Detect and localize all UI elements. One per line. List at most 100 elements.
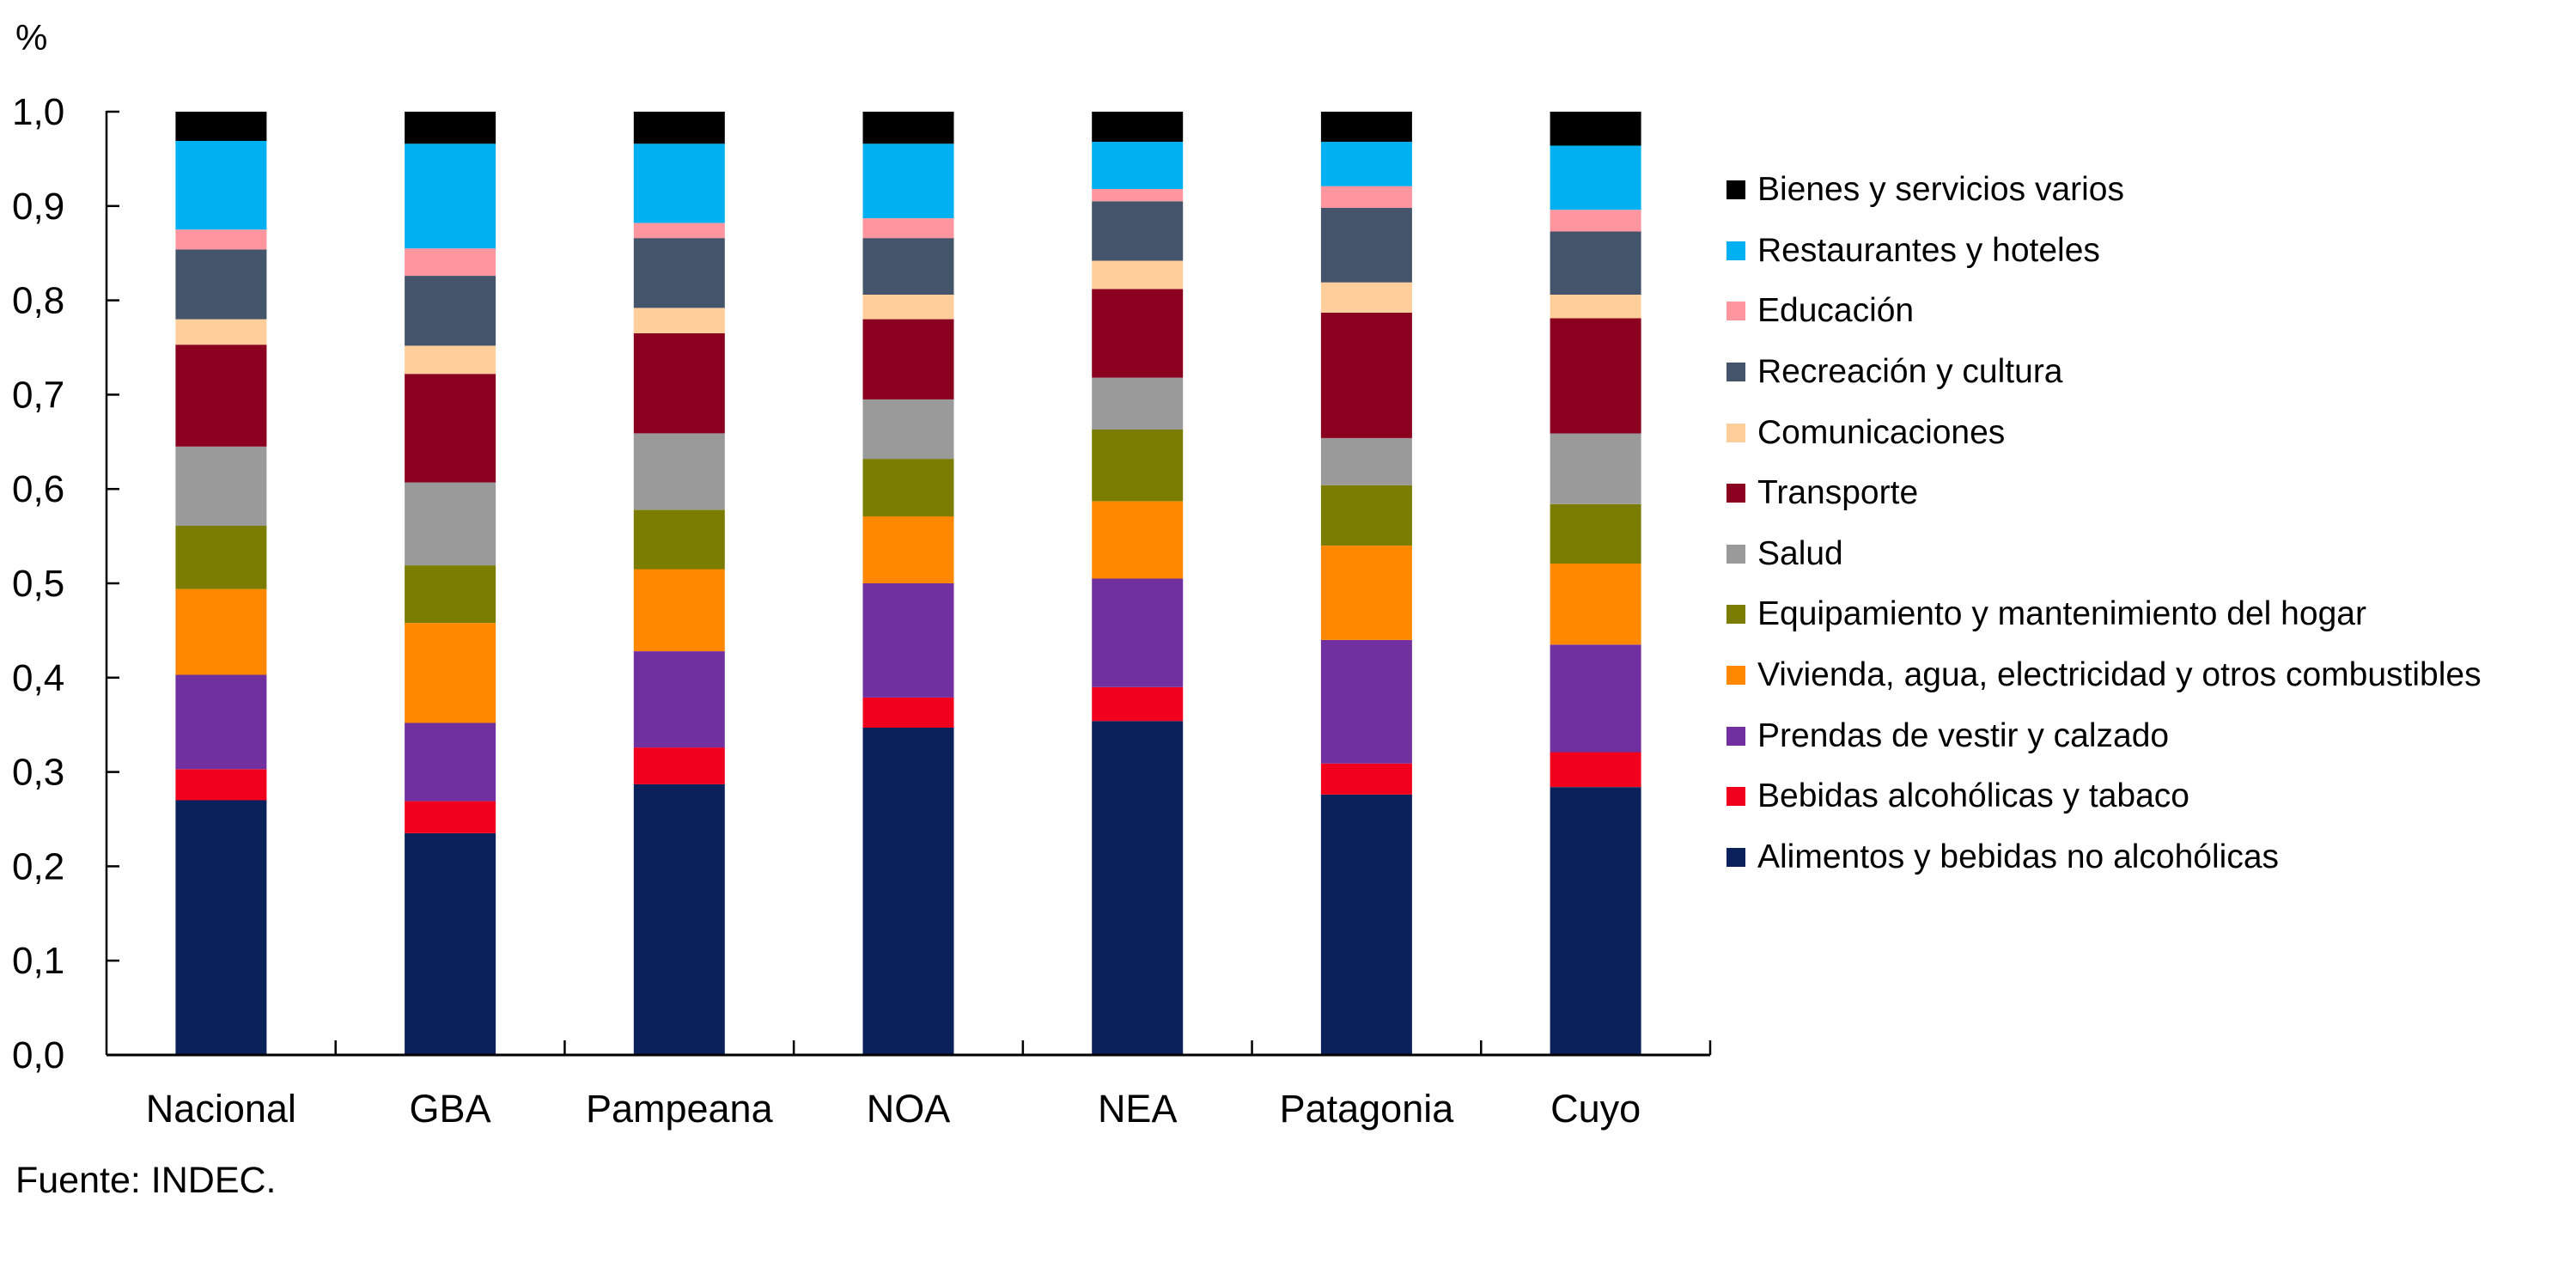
legend-item: Recreación y cultura [1726, 342, 2482, 403]
bar-segment [1320, 312, 1412, 438]
legend-swatch-icon [1726, 544, 1745, 564]
bar-segment [862, 583, 954, 698]
bar-segment [175, 319, 267, 345]
bar-segment [405, 112, 496, 144]
legend-label: Prendas de vestir y calzado [1757, 716, 2170, 754]
x-tick-label: Pampeana [586, 1087, 774, 1131]
y-tick-label: 0,1 [12, 940, 64, 982]
y-tick-label: 0,2 [12, 845, 64, 887]
legend-label: Bebidas alcohólicas y tabaco [1757, 777, 2189, 815]
bar-segment [1320, 142, 1412, 186]
legend-swatch-icon [1726, 423, 1745, 442]
legend-item: Salud [1726, 524, 2482, 585]
legend-item: Alimentos y bebidas no alcohólicas [1726, 827, 2482, 888]
bar-segment [1550, 644, 1641, 753]
legend-swatch-icon [1726, 484, 1745, 503]
bar-segment [405, 623, 496, 723]
bar-segment [1550, 787, 1641, 1055]
y-tick-label: 0,6 [12, 468, 64, 510]
bar-segment [1092, 377, 1184, 430]
y-tick-label: 1,0 [12, 91, 64, 133]
bar-segment [862, 728, 954, 1055]
legend-label: Bienes y servicios varios [1757, 171, 2124, 209]
x-axis-labels: Nacional GBA Pampeana NOA NEA Patagonia Cuyo [146, 1087, 1641, 1131]
bar-segment [175, 141, 267, 230]
x-tick-label: Cuyo [1550, 1087, 1641, 1131]
legend-label: Restaurantes y hoteles [1757, 231, 2100, 269]
bar-segment [405, 345, 496, 375]
bar-segment [1320, 208, 1412, 283]
legend-item: Equipamiento y mantenimiento del hogar [1726, 584, 2482, 645]
legend-swatch-icon [1726, 666, 1745, 686]
bar-segment [1550, 563, 1641, 645]
bar-segment [175, 526, 267, 589]
source-note: Fuente: INDEC. [15, 1160, 277, 1201]
legend-swatch-icon [1726, 605, 1745, 625]
legend-swatch-icon [1726, 726, 1745, 746]
bar-segment [862, 143, 954, 218]
legend-label: Vivienda, agua, electricidad y otros com… [1757, 656, 2482, 694]
bar-stack-nacional [175, 112, 267, 1055]
legend-swatch-icon [1726, 363, 1745, 382]
bar-segment [633, 112, 725, 144]
legend-item: Comunicaciones [1726, 402, 2482, 463]
legend: Bienes y servicios varios Restaurantes y … [1726, 160, 2482, 887]
y-tick-label: 0,0 [12, 1034, 64, 1076]
bar-segment [1320, 186, 1412, 208]
bar-segment [1320, 437, 1412, 485]
bar-segment [1320, 282, 1412, 313]
x-tick-label: NEA [1098, 1087, 1178, 1131]
bar-stack-gba [405, 112, 496, 1055]
y-tick-label: 0,9 [12, 186, 64, 228]
bar-segment [633, 223, 725, 239]
legend-label: Comunicaciones [1757, 413, 2006, 451]
legend-label: Equipamiento y mantenimiento del hogar [1757, 595, 2366, 633]
legend-item: Educación [1726, 281, 2482, 342]
y-tick-label: 0,8 [12, 280, 64, 322]
legend-swatch-icon [1726, 847, 1745, 867]
bar-segment [862, 697, 954, 728]
bar-segment [633, 569, 725, 651]
bar-segment [175, 344, 267, 447]
bar-segment [1092, 686, 1184, 722]
bar-segment [1320, 112, 1412, 143]
legend-item: Bebidas alcohólicas y tabaco [1726, 766, 2482, 827]
bar-segment [405, 482, 496, 566]
bar-segment [1550, 145, 1641, 210]
x-tick-label: Nacional [146, 1087, 296, 1131]
bar-segment [862, 459, 954, 517]
legend-swatch-icon [1726, 787, 1745, 807]
bar-segment [1550, 503, 1641, 564]
bar-segment [175, 588, 267, 675]
bar-segment [1092, 112, 1184, 143]
legend-item: Transporte [1726, 463, 2482, 524]
bar-segment [862, 399, 954, 460]
bar-segment [633, 308, 725, 333]
bar-segment [405, 248, 496, 276]
bar-segment [633, 238, 725, 308]
x-tick-label: Patagonia [1280, 1087, 1455, 1131]
bar-segment [633, 783, 725, 1055]
bar-segment [405, 143, 496, 249]
bar-segment [405, 276, 496, 346]
legend-item: Prendas de vestir y calzado [1726, 705, 2482, 766]
bar-segment [1092, 201, 1184, 261]
legend-item: Vivienda, agua, electricidad y otros com… [1726, 645, 2482, 706]
legend-item: Bienes y servicios varios [1726, 160, 2482, 221]
bar-segment [175, 446, 267, 526]
bar-segment [175, 769, 267, 801]
bar-segment [1550, 295, 1641, 319]
bar-segment [1092, 189, 1184, 202]
legend-label: Salud [1757, 534, 1843, 572]
bar-segment [862, 295, 954, 320]
bar-stack-pampeana [633, 112, 725, 1055]
legend-label: Transporte [1757, 474, 1919, 512]
bar-segment [862, 218, 954, 239]
bar-segment [633, 747, 725, 784]
bar-segment [175, 229, 267, 250]
bar-segment [1320, 763, 1412, 795]
bar-segment [1320, 795, 1412, 1055]
legend-label: Educación [1757, 292, 1915, 330]
legend-item: Restaurantes y hoteles [1726, 221, 2482, 282]
